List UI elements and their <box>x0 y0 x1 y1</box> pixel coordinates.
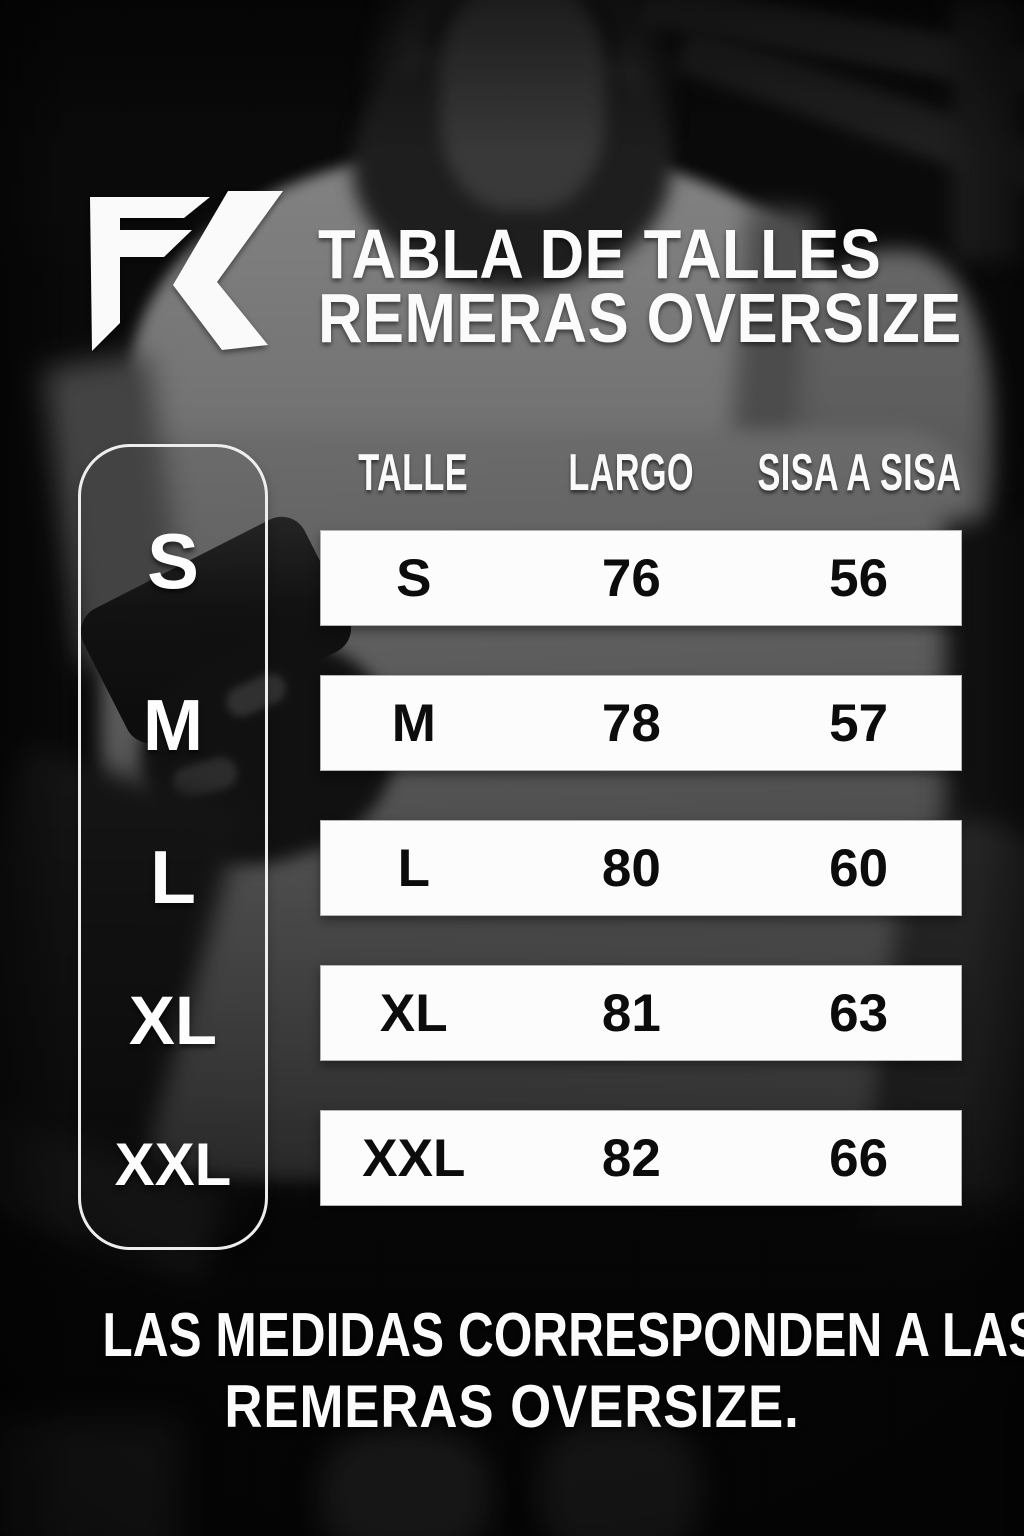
footer-line-1: LAS MEDIDAS CORRESPONDEN A LAS <box>102 1301 1024 1370</box>
size-table-header: TALLE LARGO SISA A SISA <box>320 443 962 502</box>
cell-largo: 82 <box>601 1128 661 1188</box>
size-option-m: M <box>143 686 203 766</box>
title-line-1: TABLA DE TALLES <box>318 215 882 293</box>
column-header-sisa-a-sisa: SISA A SISA <box>757 444 962 502</box>
cell-largo: 78 <box>601 693 661 753</box>
title-line-2: REMERAS OVERSIZE <box>318 279 962 357</box>
cell-largo: 80 <box>601 838 661 898</box>
cell-largo: 81 <box>601 983 661 1043</box>
size-option-s: S <box>146 517 200 605</box>
table-row-m: M 78 57 <box>320 675 962 771</box>
cell-size: XL <box>379 983 448 1043</box>
table-row-xl: XL 81 63 <box>320 965 962 1061</box>
size-option-l: L <box>150 835 196 919</box>
size-option-xxl: XXL <box>114 1131 232 1198</box>
cell-sisa: 66 <box>829 1128 889 1188</box>
footer-line-2: REMERAS OVERSIZE. <box>224 1373 800 1440</box>
logo-letter-k <box>173 191 283 350</box>
size-option-xl: XL <box>128 982 218 1059</box>
page-title: TABLA DE TALLES REMERAS OVERSIZE <box>318 215 962 357</box>
cell-sisa: 57 <box>829 693 889 753</box>
table-row-l: L 80 60 <box>320 820 962 916</box>
cell-largo: 76 <box>601 548 661 608</box>
table-row-s: S 76 56 <box>320 530 962 626</box>
footer-note: LAS MEDIDAS CORRESPONDEN A LAS REMERAS O… <box>0 1304 1024 1438</box>
fk-brand-logo-icon <box>90 191 283 351</box>
column-header-talle: TALLE <box>358 444 468 502</box>
column-header-largo: LARGO <box>568 444 695 502</box>
cell-size: M <box>391 693 436 753</box>
cell-size: XXL <box>362 1128 466 1188</box>
cell-sisa: 63 <box>829 983 889 1043</box>
size-list-pill: S M L XL XXL <box>78 444 268 1250</box>
table-row-xxl: XXL 82 66 <box>320 1110 962 1206</box>
cell-sisa: 56 <box>829 548 889 608</box>
cell-size: L <box>397 838 430 898</box>
cell-size: S <box>396 548 432 608</box>
logo-letter-f-midbar <box>100 230 192 257</box>
size-table: TALLE LARGO SISA A SISA S 76 56 M 78 57 … <box>320 443 962 1206</box>
cell-sisa: 60 <box>829 838 889 898</box>
